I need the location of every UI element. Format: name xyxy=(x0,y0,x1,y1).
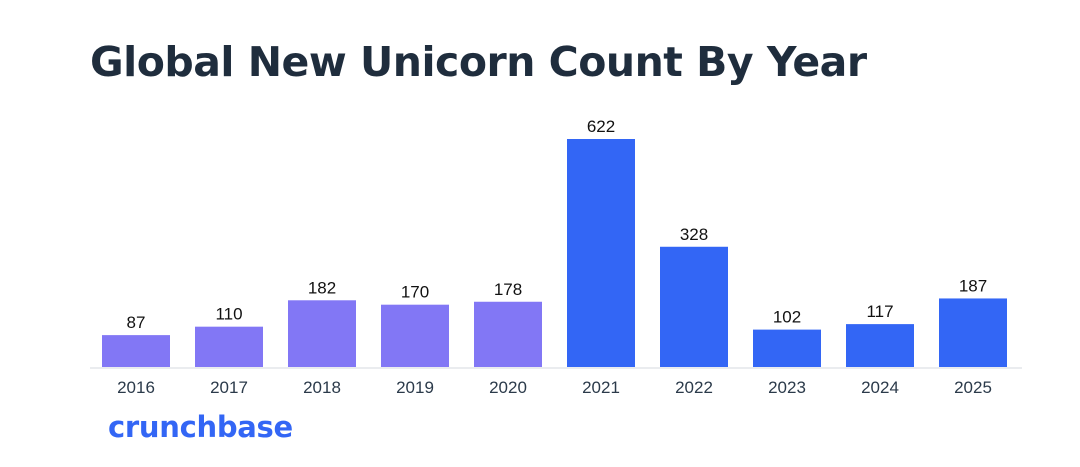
x-tick-2022: 2022 xyxy=(675,378,713,397)
bar-2025 xyxy=(939,298,1007,367)
x-tick-2020: 2020 xyxy=(489,378,527,397)
bar-2023 xyxy=(753,329,821,367)
bar-2018 xyxy=(288,300,356,367)
value-label-2022: 328 xyxy=(680,225,708,244)
value-label-2017: 110 xyxy=(215,305,242,324)
value-labels-group: 87 110 182 170 178 622 328 102 117 187 xyxy=(127,117,988,332)
value-label-2019: 170 xyxy=(401,283,429,302)
x-tick-2018: 2018 xyxy=(303,378,341,397)
bar-2022 xyxy=(660,246,728,367)
value-label-2024: 117 xyxy=(866,302,893,321)
bar-2024 xyxy=(846,324,914,367)
chart-title: Global New Unicorn Count By Year xyxy=(90,38,867,86)
bars-group xyxy=(102,139,1007,367)
x-tick-2024: 2024 xyxy=(861,378,899,397)
bar-2020 xyxy=(474,301,542,367)
x-tick-2021: 2021 xyxy=(582,378,620,397)
bar-2017 xyxy=(195,326,263,367)
bar-2019 xyxy=(381,304,449,367)
x-tick-2016: 2016 xyxy=(117,378,155,397)
x-tick-2019: 2019 xyxy=(396,378,434,397)
x-tick-2017: 2017 xyxy=(210,378,248,397)
bar-2021 xyxy=(567,139,635,367)
value-label-2016: 87 xyxy=(127,313,146,332)
x-tick-2025: 2025 xyxy=(954,378,992,397)
value-label-2021: 622 xyxy=(587,117,615,136)
crunchbase-logo: crunchbase xyxy=(108,410,293,444)
value-label-2020: 178 xyxy=(494,280,522,299)
x-tick-labels-group: 2016 2017 2018 2019 2020 2021 2022 2023 2024 2025 xyxy=(117,378,992,397)
bar-2016 xyxy=(102,335,170,367)
value-label-2023: 102 xyxy=(773,308,801,327)
value-label-2018: 182 xyxy=(308,278,336,297)
value-label-2025: 187 xyxy=(959,276,987,295)
x-tick-2023: 2023 xyxy=(768,378,806,397)
